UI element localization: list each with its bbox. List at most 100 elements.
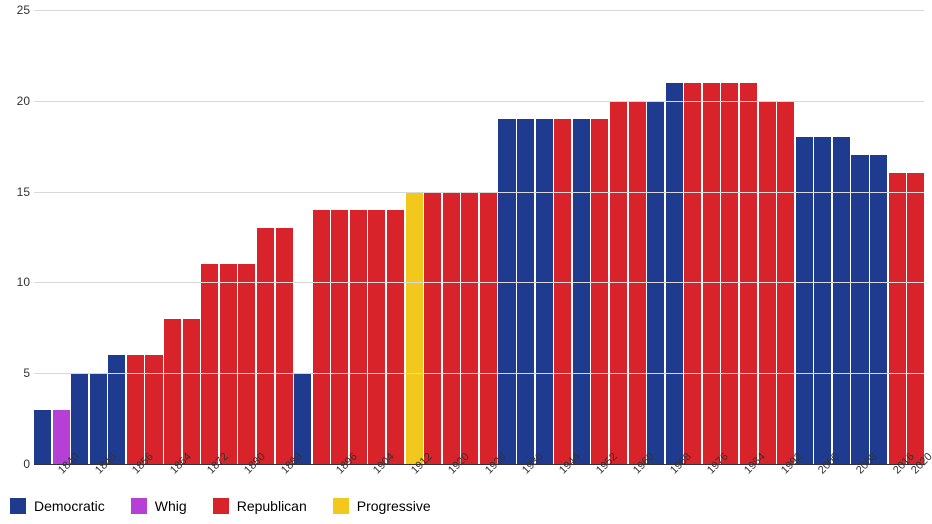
bar-rect [276,228,293,464]
bar[interactable] [870,155,887,464]
bar-rect [90,373,107,464]
legend-item-progressive[interactable]: Progressive [333,498,431,514]
bar-rect [889,173,906,464]
bar-rect [183,319,200,464]
bar[interactable] [183,319,200,464]
bar-rect [814,137,831,464]
legend: Democratic Whig Republican Progressive [10,498,431,514]
bar-rect [480,192,497,464]
bar[interactable] [331,210,348,464]
bar[interactable] [461,192,478,464]
legend-label: Whig [155,498,187,514]
bar[interactable] [443,192,460,464]
bar[interactable] [666,83,683,464]
bar[interactable] [108,355,125,464]
bar[interactable] [573,119,590,464]
bar[interactable] [313,210,330,464]
legend-item-whig[interactable]: Whig [131,498,187,514]
y-tick-label: 10 [6,275,30,289]
legend-item-republican[interactable]: Republican [213,498,307,514]
bar[interactable] [498,119,515,464]
bar-rect [851,155,868,464]
bar[interactable] [833,137,850,464]
bar-rect [833,137,850,464]
bar-rect [684,83,701,464]
bar[interactable] [703,83,720,464]
bar-rect [907,173,924,464]
x-axis: 1840184818561864187218801888189619041912… [34,468,924,486]
bar[interactable] [257,228,274,464]
bar[interactable] [127,355,144,464]
bar[interactable] [424,192,441,464]
grid-line [34,373,924,374]
grid-line [34,101,924,102]
bar-rect [703,83,720,464]
bar-rect [870,155,887,464]
bar-rect [257,228,274,464]
legend-swatch [131,498,147,514]
bar[interactable] [684,83,701,464]
bar[interactable] [406,192,423,464]
bar-rect [387,210,404,464]
bar-rect [591,119,608,464]
bar-rect [34,410,51,464]
bar[interactable] [276,228,293,464]
bar[interactable] [34,410,51,464]
bar[interactable] [238,264,255,464]
legend-label: Democratic [34,498,105,514]
bar[interactable] [368,210,385,464]
bar[interactable] [907,173,924,464]
legend-label: Republican [237,498,307,514]
bar[interactable] [517,119,534,464]
bar-rect [108,355,125,464]
bar-rect [201,264,218,464]
bar-rect [461,192,478,464]
bar[interactable] [889,173,906,464]
bar[interactable] [851,155,868,464]
bar-rect [554,119,571,464]
bar-rect [350,210,367,464]
bar-rect [573,119,590,464]
bar[interactable] [480,192,497,464]
bar-rect [238,264,255,464]
y-tick-label: 25 [6,3,30,17]
bar[interactable] [220,264,237,464]
bar[interactable] [721,83,738,464]
legend-swatch [213,498,229,514]
bar-rect [368,210,385,464]
bar-rect [313,210,330,464]
legend-swatch [10,498,26,514]
bar-rect [536,119,553,464]
bar[interactable] [796,137,813,464]
bar[interactable] [591,119,608,464]
bar[interactable] [387,210,404,464]
bar[interactable] [145,355,162,464]
plot-area [34,10,924,464]
bar[interactable] [201,264,218,464]
bar[interactable] [164,319,181,464]
bar[interactable] [814,137,831,464]
bar-rect [424,192,441,464]
legend-item-democratic[interactable]: Democratic [10,498,105,514]
bar-rect [406,192,423,464]
bar[interactable] [536,119,553,464]
bar[interactable] [554,119,571,464]
bar-rect [145,355,162,464]
y-tick-label: 20 [6,94,30,108]
bar-rect [740,83,757,464]
legend-swatch [333,498,349,514]
grid-line [34,10,924,11]
grid-line [34,192,924,193]
bar[interactable] [350,210,367,464]
bar-rect [220,264,237,464]
bar-rect [164,319,181,464]
y-tick-label: 5 [6,366,30,380]
bar-rect [666,83,683,464]
bar[interactable] [90,373,107,464]
bar-rect [331,210,348,464]
bar[interactable] [740,83,757,464]
bar-rect [796,137,813,464]
bar-rect [517,119,534,464]
chart-container: 1840184818561864187218801888189619041912… [0,0,932,524]
bar-rect [127,355,144,464]
